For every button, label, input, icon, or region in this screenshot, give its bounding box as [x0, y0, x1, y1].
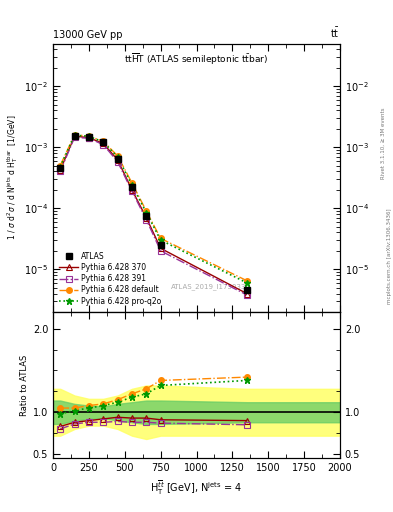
- Text: ATLAS_2019_I1750330: ATLAS_2019_I1750330: [171, 284, 251, 290]
- Legend: ATLAS, Pythia 6.428 370, Pythia 6.428 391, Pythia 6.428 default, Pythia 6.428 pr: ATLAS, Pythia 6.428 370, Pythia 6.428 39…: [57, 249, 164, 308]
- Text: t$\bar{\rm t}$: t$\bar{\rm t}$: [331, 26, 340, 40]
- Text: 13000 GeV pp: 13000 GeV pp: [53, 30, 123, 40]
- Y-axis label: Ratio to ATLAS: Ratio to ATLAS: [20, 354, 29, 416]
- Text: Rivet 3.1.10, ≥ 3M events: Rivet 3.1.10, ≥ 3M events: [381, 108, 386, 179]
- Text: tt$\overline{\rm H}$T (ATLAS semileptonic t$\bar{\rm t}$bar): tt$\overline{\rm H}$T (ATLAS semileptoni…: [125, 52, 268, 67]
- X-axis label: H$_{\rm T}^{\overline{t}t}$ [GeV], N$^{\rm jets}$ = 4: H$_{\rm T}^{\overline{t}t}$ [GeV], N$^{\…: [151, 479, 242, 497]
- Text: mcplots.cern.ch [arXiv:1306.3436]: mcplots.cern.ch [arXiv:1306.3436]: [387, 208, 391, 304]
- Y-axis label: 1 / $\sigma$ d$^2\sigma$ / d N$^{\rm jets}$ d H$_{\rm T}^{\rm tbar}$  [1/GeV]: 1 / $\sigma$ d$^2\sigma$ / d N$^{\rm jet…: [5, 115, 20, 241]
